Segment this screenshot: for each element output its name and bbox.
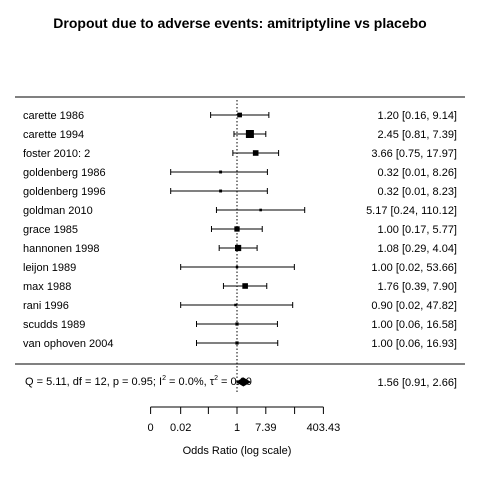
study-label: scudds 1989 — [23, 319, 85, 331]
study-label: goldenberg 1986 — [23, 167, 106, 179]
study-ci-text: 1.00 [0.06, 16.58] — [371, 319, 457, 331]
point-estimate — [245, 130, 254, 138]
study-ci-text: 1.08 [0.29, 4.04] — [377, 243, 457, 255]
study-ci-text: 0.90 [0.02, 47.82] — [371, 300, 457, 312]
point-estimate — [234, 303, 237, 307]
i2-superscript: 2 — [162, 375, 166, 382]
point-estimate — [237, 112, 242, 118]
tau2-superscript: 2 — [214, 375, 218, 382]
study-ci-text: 1.20 [0.16, 9.14] — [377, 110, 457, 122]
point-estimate — [252, 150, 259, 156]
study-ci-text: 3.66 [0.75, 17.97] — [371, 148, 457, 160]
axis-tick-label: 1 — [234, 422, 240, 434]
study-label: leijon 1989 — [23, 262, 76, 274]
axis-tick-label: 403.43 — [307, 422, 341, 434]
x-axis-label: Odds Ratio (log scale) — [183, 445, 292, 457]
study-label: grace 1985 — [23, 224, 78, 236]
study-label: carette 1986 — [23, 110, 84, 122]
point-estimate — [259, 208, 262, 212]
summary-stats-tau2: = 0.00 — [218, 376, 252, 388]
summary-row — [235, 377, 252, 387]
axis-tick-label: 0.02 — [170, 422, 191, 434]
point-estimate — [234, 226, 240, 232]
point-estimate — [235, 265, 239, 269]
study-label: van ophoven 2004 — [23, 338, 114, 350]
study-ci-text: 1.76 [0.39, 7.90] — [377, 281, 457, 293]
point-estimate — [235, 341, 239, 345]
study-ci-text: 1.00 [0.02, 53.66] — [371, 262, 457, 274]
summary-stats-i2: = 0.0%, τ — [166, 376, 215, 388]
axis-tick-label: 0 — [148, 422, 154, 434]
summary-diamond — [235, 377, 252, 387]
chart-title: Dropout due to adverse events: amitripty… — [53, 15, 426, 31]
study-label: max 1988 — [23, 281, 71, 293]
point-estimate — [219, 170, 223, 174]
study-label: hannonen 1998 — [23, 243, 99, 255]
study-label: carette 1994 — [23, 129, 84, 141]
summary-ci-text: 1.56 [0.91, 2.66] — [377, 377, 457, 389]
study-label: foster 2010: 2 — [23, 148, 90, 160]
point-estimate — [235, 244, 242, 252]
summary-stats: Q = 5.11, df = 12, p = 0.95; I2 = 0.0%, … — [25, 375, 252, 388]
study-ci-text: 1.00 [0.06, 16.93] — [371, 338, 457, 350]
summary-stats-prefix: Q = 5.11, df = 12, p = 0.95; I — [25, 376, 162, 388]
study-label: goldenberg 1996 — [23, 186, 106, 198]
study-ci-text: 0.32 [0.01, 8.26] — [377, 167, 457, 179]
axis-tick-label: 7.39 — [255, 422, 276, 434]
point-estimate — [242, 283, 248, 289]
study-ci-text: 2.45 [0.81, 7.39] — [377, 129, 457, 141]
study-label: rani 1996 — [23, 300, 69, 312]
study-rows: carette 1986 1.20 [0.16, 9.14] carette 199… — [23, 110, 457, 350]
point-estimate — [219, 189, 223, 193]
study-ci-text: 1.00 [0.17, 5.77] — [377, 224, 457, 236]
point-estimate — [235, 322, 239, 326]
study-ci-text: 0.32 [0.01, 8.23] — [377, 186, 457, 198]
x-axis: 0 0.02 1 7.39 403.43 — [148, 406, 341, 434]
study-label: goldman 2010 — [23, 205, 93, 217]
study-ci-text: 5.17 [0.24, 110.12] — [366, 205, 457, 217]
